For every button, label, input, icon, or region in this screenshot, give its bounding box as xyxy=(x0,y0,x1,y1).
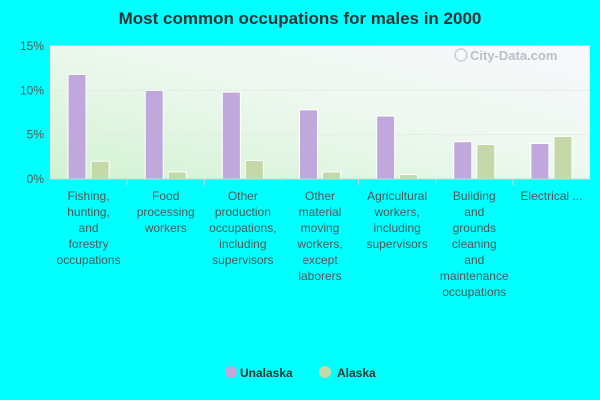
category-label: and xyxy=(79,221,99,235)
legend-label-alaska: Alaska xyxy=(337,366,376,380)
legend-swatch-alaska xyxy=(319,366,331,378)
bar-alaska[interactable] xyxy=(167,171,187,180)
plot-area xyxy=(50,46,590,179)
legend-swatch-unalaska xyxy=(225,366,237,378)
category-label: Building xyxy=(453,189,496,203)
bar-alaska[interactable] xyxy=(322,171,341,180)
watermark-icon xyxy=(454,48,468,62)
bar-unalaska[interactable] xyxy=(221,91,241,180)
bars xyxy=(67,73,573,180)
y-tick-label: 0% xyxy=(27,172,45,186)
y-tick-label: 10% xyxy=(20,83,44,97)
legend: Unalaska Alaska xyxy=(225,366,376,380)
category-label: cleaning xyxy=(452,237,497,251)
category-separators xyxy=(126,179,514,185)
y-tick-label: 5% xyxy=(27,128,45,142)
category-label: occupations xyxy=(57,253,121,267)
category-label: production xyxy=(215,205,271,219)
bar-alaska[interactable] xyxy=(553,135,573,180)
y-tick-label: 15% xyxy=(20,39,44,53)
category-label: including xyxy=(373,221,420,235)
bar-unalaska[interactable] xyxy=(453,141,473,180)
category-label: Other xyxy=(305,189,335,203)
chart-title: Most common occupations for males in 200… xyxy=(119,9,482,28)
category-label: occupations, xyxy=(209,221,276,235)
category-label: and xyxy=(464,205,484,219)
bar-alaska[interactable] xyxy=(244,159,264,180)
category-label: Agricultural xyxy=(367,189,427,203)
category-label: and xyxy=(464,253,484,267)
category-label: maintenance xyxy=(440,269,509,283)
category-labels: Fishing, hunting, and forestry occupations Fo… xyxy=(57,189,583,299)
bar-unalaska[interactable] xyxy=(67,73,87,180)
category-label: occupations xyxy=(442,285,506,299)
watermark-text: City-Data.com xyxy=(470,48,557,63)
category-label: moving xyxy=(301,221,340,235)
gridlines xyxy=(50,45,590,136)
bar-unalaska[interactable] xyxy=(144,89,164,180)
category-label: laborers xyxy=(298,269,341,283)
bar-alaska[interactable] xyxy=(476,143,496,180)
category-label: hunting, xyxy=(67,205,110,219)
category-label: forestry xyxy=(69,237,109,251)
category-label: workers xyxy=(144,221,187,235)
category-label: Other xyxy=(228,189,258,203)
category-label: Fishing, xyxy=(68,189,110,203)
bar-unalaska[interactable] xyxy=(376,115,396,180)
watermark: City-Data.com xyxy=(454,48,557,63)
bar-alaska[interactable] xyxy=(90,160,110,180)
category-label: workers, xyxy=(296,237,342,251)
category-label: except xyxy=(302,253,338,267)
category-label: Electrical ... xyxy=(520,189,582,203)
category-label: grounds xyxy=(453,221,496,235)
category-label: supervisors xyxy=(212,253,273,267)
category-label: including xyxy=(219,237,266,251)
category-label: workers, xyxy=(373,205,419,219)
category-label: material xyxy=(299,205,342,219)
y-axis-ticks: 0% 5% 10% 15% xyxy=(20,39,44,186)
bar-unalaska[interactable] xyxy=(299,109,318,180)
category-label: Food xyxy=(152,189,179,203)
category-label: processing xyxy=(137,205,195,219)
bar-alaska[interactable] xyxy=(399,174,419,180)
bar-unalaska[interactable] xyxy=(530,143,550,180)
legend-label-unalaska: Unalaska xyxy=(240,366,293,380)
category-label: supervisors xyxy=(366,237,427,251)
